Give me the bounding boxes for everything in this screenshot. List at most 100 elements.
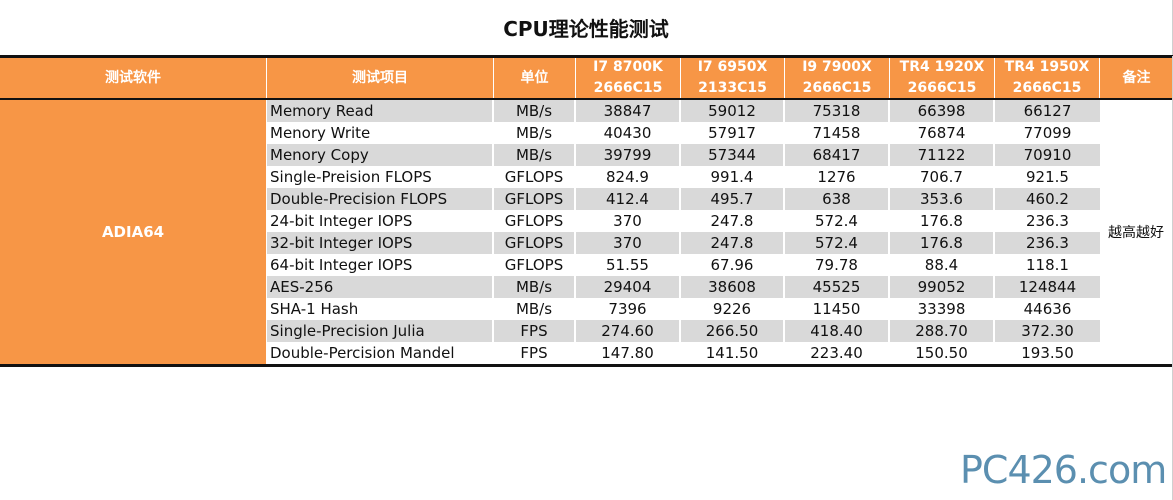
value-cell: 29404 — [576, 276, 681, 298]
table-title: CPU理论性能测试 — [0, 0, 1173, 56]
value-cell: 33398 — [890, 298, 995, 320]
header-item: 测试项目 — [267, 58, 494, 98]
unit-cell: GFLOPS — [494, 166, 576, 188]
value-cell: 274.60 — [576, 320, 681, 342]
header-cpu-mem: 2666C15 — [907, 80, 977, 96]
bottom-rule — [0, 364, 1173, 367]
header-cpu-name: TR4 1920X — [899, 59, 985, 75]
top-rule — [0, 55, 1173, 58]
table-row: Memory Read MB/s 38847 59012 75318 66398 66127 — [267, 100, 1100, 122]
header-cpu-name: I9 7900X — [802, 59, 872, 75]
unit-cell: MB/s — [494, 144, 576, 166]
test-item-cell: Double-Precision FLOPS — [267, 188, 494, 210]
test-item-cell: 24-bit Integer IOPS — [267, 210, 494, 232]
test-item-cell: Single-Precision Julia — [267, 320, 494, 342]
value-cell: 38847 — [576, 100, 681, 122]
value-cell: 57917 — [681, 122, 785, 144]
value-cell: 353.6 — [890, 188, 995, 210]
header-unit: 单位 — [494, 58, 576, 98]
value-cell: 11450 — [785, 298, 890, 320]
test-item-cell: 64-bit Integer IOPS — [267, 254, 494, 276]
value-cell: 921.5 — [1026, 168, 1069, 186]
value-cell: 66398 — [890, 100, 995, 122]
value-cell: 124844 — [1018, 278, 1077, 296]
value-cell: 176.8 — [890, 210, 995, 232]
header-cpu-1: I7 6950X 2133C15 — [681, 58, 785, 98]
header-cpu-mem: 2666C15 — [593, 80, 663, 96]
header-software: 测试软件 — [0, 58, 267, 98]
table-row: Menory Copy MB/s 39799 57344 68417 71122 70910 — [267, 144, 1100, 166]
value-cell: 70910 — [1023, 146, 1072, 164]
value-cell: 223.40 — [785, 342, 890, 364]
table-row: Single-Preision FLOPS GFLOPS 824.9 991.4 127… — [267, 166, 1100, 188]
value-cell: 638 — [785, 188, 890, 210]
value-cell: 1276 — [785, 166, 890, 188]
value-cell: 247.8 — [681, 210, 785, 232]
remark-cell: 越高越好 — [1108, 225, 1164, 241]
value-cell: 39799 — [576, 144, 681, 166]
header-cpu-2: I9 7900X 2666C15 — [785, 58, 890, 98]
value-cell: 7396 — [576, 298, 681, 320]
value-cell: 572.4 — [785, 210, 890, 232]
header-cpu-mem: 2133C15 — [698, 80, 767, 96]
header-cpu-name: I7 8700K — [593, 59, 663, 75]
value-cell: 51.55 — [576, 254, 681, 276]
header-cpu-mem: 2666C15 — [1012, 80, 1082, 96]
value-cell: 370 — [576, 210, 681, 232]
value-cell: 372.30 — [1021, 322, 1074, 340]
unit-cell: GFLOPS — [494, 188, 576, 210]
header-cpu-3: TR4 1920X 2666C15 — [890, 58, 995, 98]
header-rule — [0, 98, 1173, 100]
test-item-cell: Double-Percision Mandel — [267, 342, 494, 364]
value-cell: 147.80 — [576, 342, 681, 364]
value-cell: 75318 — [785, 100, 890, 122]
value-cell: 176.8 — [890, 232, 995, 254]
value-cell: 76874 — [890, 122, 995, 144]
value-cell: 266.50 — [681, 320, 785, 342]
table-row: Double-Percision Mandel FPS 147.80 141.50 22… — [267, 342, 1100, 364]
value-cell: 141.50 — [681, 342, 785, 364]
unit-cell: GFLOPS — [494, 254, 576, 276]
table-row: AES-256 MB/s 29404 38608 45525 99052 124844 — [267, 276, 1100, 298]
value-cell: 67.96 — [681, 254, 785, 276]
header-cpu-4: TR4 1950X 2666C15 — [995, 58, 1100, 98]
value-cell: 118.1 — [1026, 256, 1069, 274]
value-cell: 460.2 — [1026, 190, 1069, 208]
watermark-logo: PC426.com — [960, 448, 1167, 492]
test-item-cell: Memory Read — [267, 100, 494, 122]
test-item-cell: Menory Write — [267, 122, 494, 144]
value-cell: 71122 — [890, 144, 995, 166]
value-cell: 824.9 — [576, 166, 681, 188]
unit-cell: MB/s — [494, 276, 576, 298]
value-cell: 412.4 — [576, 188, 681, 210]
value-cell: 495.7 — [681, 188, 785, 210]
value-cell: 68417 — [785, 144, 890, 166]
unit-cell: MB/s — [494, 100, 576, 122]
test-item-cell: 32-bit Integer IOPS — [267, 232, 494, 254]
test-item-cell: Single-Preision FLOPS — [267, 166, 494, 188]
value-cell: 59012 — [681, 100, 785, 122]
value-cell: 991.4 — [681, 166, 785, 188]
unit-cell: GFLOPS — [494, 210, 576, 232]
header-remark: 备注 — [1100, 58, 1173, 98]
value-cell: 193.50 — [1021, 344, 1074, 362]
test-item-cell: AES-256 — [267, 276, 494, 298]
value-cell: 44636 — [1023, 300, 1072, 318]
unit-cell: FPS — [494, 320, 576, 342]
value-cell: 99052 — [890, 276, 995, 298]
test-item-cell: Menory Copy — [267, 144, 494, 166]
value-cell: 79.78 — [785, 254, 890, 276]
header-cpu-name: TR4 1950X — [1004, 59, 1090, 75]
header-cpu-name: I7 6950X — [697, 59, 768, 75]
software-cell: ADIA64 — [0, 100, 267, 364]
table-row: Single-Precision Julia FPS 274.60 266.50 418… — [267, 320, 1100, 342]
value-cell: 40430 — [576, 122, 681, 144]
unit-cell: MB/s — [494, 298, 576, 320]
table-row: SHA-1 Hash MB/s 7396 9226 11450 33398 44636 — [267, 298, 1100, 320]
unit-cell: FPS — [494, 342, 576, 364]
value-cell: 71458 — [785, 122, 890, 144]
header-cpu-0: I7 8700K 2666C15 — [576, 58, 681, 98]
value-cell: 77099 — [1023, 124, 1072, 142]
value-cell: 45525 — [785, 276, 890, 298]
